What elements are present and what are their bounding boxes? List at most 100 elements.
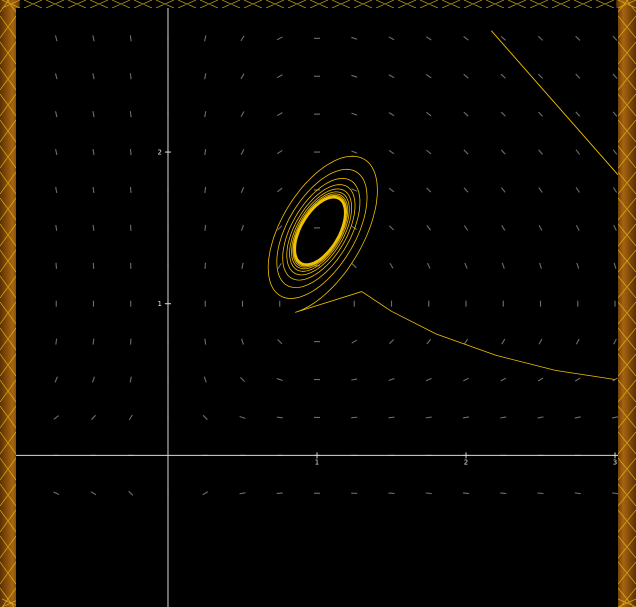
vector-field-arrow <box>501 225 506 231</box>
vector-field-arrow <box>538 111 543 117</box>
vector-field-arrow <box>55 186 58 194</box>
vector-field-arrow <box>388 149 395 155</box>
vector-field-arrow <box>463 187 469 193</box>
vector-field-arrow <box>537 416 544 419</box>
vector-field-arrow <box>54 35 58 42</box>
vector-field-arrow <box>388 74 395 79</box>
vector-field-arrow <box>204 111 207 118</box>
vector-field-arrow <box>463 36 469 41</box>
vector-field-arrow <box>204 149 207 156</box>
vector-field-arrow <box>612 377 618 382</box>
vector-field-arrow <box>240 73 245 80</box>
vector-field-arrow <box>500 416 507 419</box>
vector-field-arrow <box>351 378 358 381</box>
y-tick-label: 1 <box>158 300 162 308</box>
vector-field-arrow <box>351 339 358 344</box>
vector-field-arrow <box>576 262 580 269</box>
vector-field-arrow <box>240 35 245 42</box>
vector-field-arrow <box>277 187 283 193</box>
vector-field-arrow <box>239 415 246 419</box>
vector-field-arrow <box>425 74 432 79</box>
vector-field-arrow <box>204 73 207 80</box>
vector-field-arrow <box>202 414 208 420</box>
vector-field-arrow <box>462 416 470 419</box>
vector-field-arrow <box>500 187 506 193</box>
vector-field-arrow <box>129 111 132 118</box>
vector-field-arrow <box>537 492 544 495</box>
vector-field-arrow <box>53 491 60 496</box>
vector-field-arrow <box>613 262 617 269</box>
vector-field-arrow <box>612 149 618 155</box>
vector-field-arrow <box>501 338 506 345</box>
vector-field-arrow <box>92 186 95 194</box>
vector-field-arrow <box>351 74 358 78</box>
vector-field-arrow <box>388 225 395 231</box>
vector-field-arrow <box>426 338 432 345</box>
vector-field-arrow <box>574 416 581 419</box>
vector-field-arrow <box>463 377 469 382</box>
vector-field-arrow <box>351 225 358 230</box>
vector-field-arrow <box>574 377 581 382</box>
vector-field-arrow <box>388 416 395 419</box>
vector-field-arrow <box>538 338 543 345</box>
vector-field-arrow <box>241 338 244 345</box>
vector-field-arrow <box>463 111 469 117</box>
vector-field-arrow <box>500 73 506 79</box>
vector-field-arrow <box>574 492 581 495</box>
vector-field-arrow <box>55 149 58 156</box>
vector-field <box>53 35 618 497</box>
vector-field-arrow <box>351 112 358 116</box>
vector-field-arrow <box>388 187 395 193</box>
vector-field-arrow <box>613 224 617 231</box>
vector-field-arrow <box>537 35 544 41</box>
vector-field-arrow <box>462 492 470 495</box>
y-tick-label: 2 <box>158 149 162 157</box>
vector-field-arrow <box>276 112 283 117</box>
vector-field-arrow <box>612 187 618 193</box>
vector-field-arrow <box>463 149 469 155</box>
vector-field-arrow <box>611 416 618 419</box>
vector-field-arrow <box>240 187 245 193</box>
vector-field-arrow <box>575 35 581 41</box>
vector-field-arrow <box>538 224 543 231</box>
vector-field-arrow <box>53 415 59 420</box>
x-tick-label: 1 <box>315 458 319 466</box>
vector-field-arrow <box>90 491 97 496</box>
vector-field-arrow <box>388 112 395 117</box>
vector-field-arrow <box>464 262 468 269</box>
vector-field-arrow <box>129 376 132 383</box>
vector-field-arrow <box>388 378 395 382</box>
vector-field-arrow <box>92 224 95 231</box>
vector-field-arrow <box>277 262 282 269</box>
vector-field-arrow <box>277 339 283 345</box>
vector-field-arrow <box>500 377 507 382</box>
vector-field-arrow <box>575 111 581 117</box>
vector-field-arrow <box>204 224 207 231</box>
vector-field-arrow <box>54 73 58 80</box>
vector-field-arrow <box>389 262 394 269</box>
vector-field-arrow <box>55 224 58 231</box>
vector-field-arrow <box>500 492 507 495</box>
vector-field-arrow <box>575 338 580 345</box>
vector-field-arrow <box>537 377 544 382</box>
vector-field-arrow <box>425 416 432 419</box>
vector-field-arrow <box>351 188 358 192</box>
vector-field-arrow <box>204 338 207 345</box>
vector-field-arrow <box>426 262 431 269</box>
vector-field-arrow <box>239 377 246 383</box>
vector-field-arrow <box>538 73 544 79</box>
vector-field-arrow <box>277 225 283 231</box>
vector-field-arrow <box>92 376 95 383</box>
vector-field-arrow <box>611 492 618 495</box>
vector-field-arrow <box>240 149 245 155</box>
vector-field-arrow <box>240 111 245 118</box>
phase-plot: 1 2 3 1 2 <box>16 8 618 607</box>
vector-field-arrow <box>575 73 581 79</box>
vector-field-arrow <box>612 35 618 41</box>
vector-field-arrow <box>613 338 617 345</box>
vector-field-arrow <box>92 149 95 156</box>
vector-field-arrow <box>500 149 506 155</box>
vector-field-arrow <box>92 73 95 80</box>
vector-field-arrow <box>276 416 283 419</box>
vector-field-arrow <box>500 35 506 41</box>
